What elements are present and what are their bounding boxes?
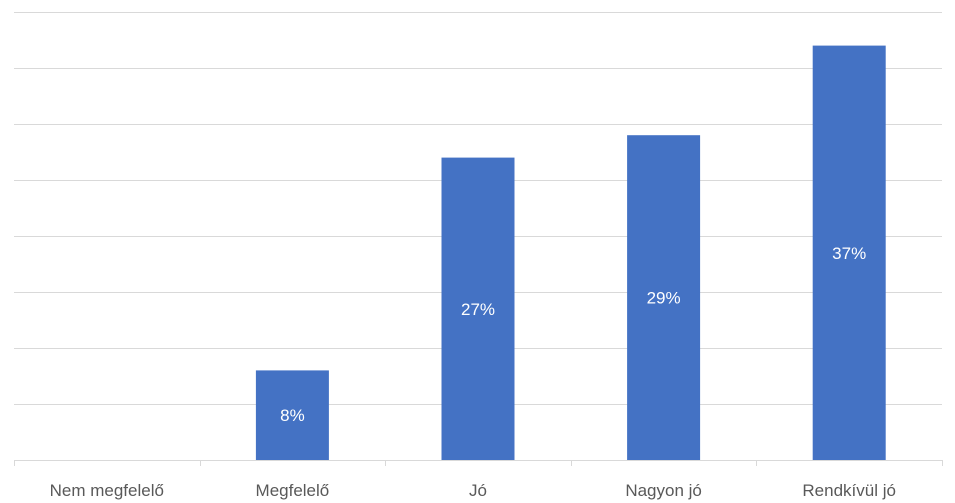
bar — [441, 157, 515, 460]
bar — [255, 370, 329, 460]
x-tick-label: Jó — [469, 481, 487, 500]
x-tick-label: Rendkívül jó — [802, 481, 896, 500]
bar — [812, 45, 886, 460]
x-tick-labels: Nem megfelelő Megfelelő Jó Nagyon jó Rendkív… — [50, 481, 896, 500]
x-axis — [14, 460, 943, 466]
x-tick-label: Nem megfelelő — [50, 481, 164, 500]
bar — [627, 135, 701, 460]
data-label: 29% — [647, 289, 681, 308]
data-label: 8% — [280, 406, 305, 425]
bars — [255, 45, 886, 460]
data-label: 37% — [832, 244, 866, 263]
x-tick-label: Nagyon jó — [625, 481, 702, 500]
data-labels: 8% 27% 29% 37% — [280, 244, 866, 425]
data-label: 27% — [461, 300, 495, 319]
x-tick-label: Megfelelő — [256, 481, 330, 500]
